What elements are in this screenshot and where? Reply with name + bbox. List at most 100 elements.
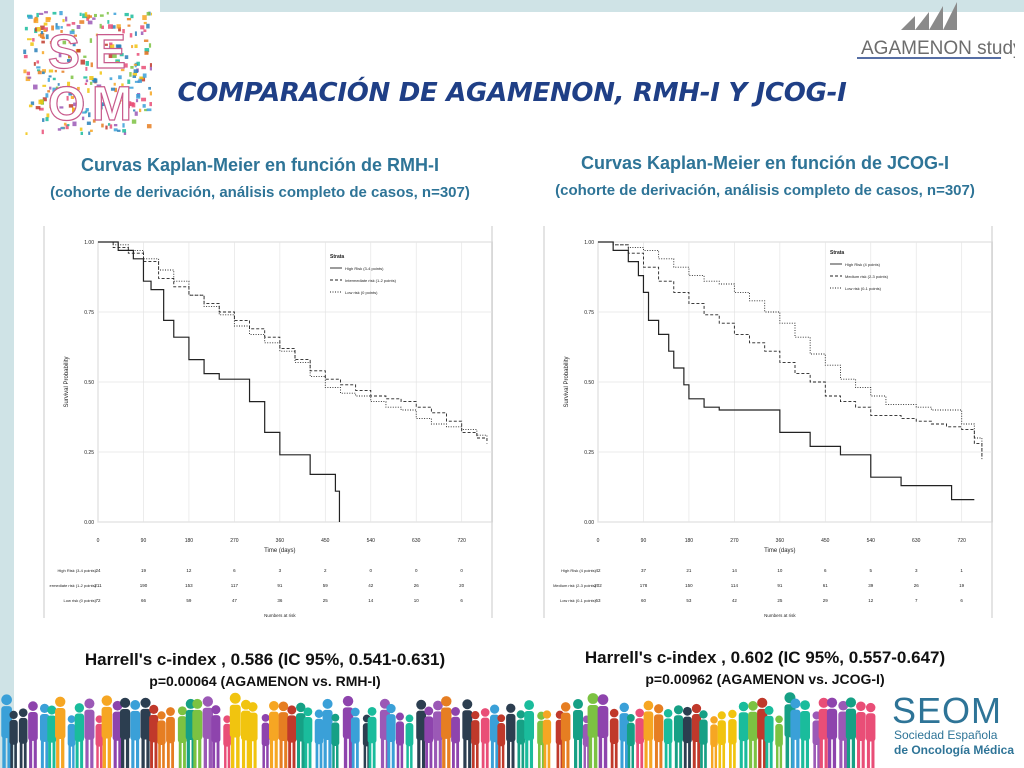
- confetti-dot: [38, 34, 42, 37]
- person-body: [367, 716, 377, 744]
- person-body: [838, 711, 849, 741]
- right-footnote-cindex: Harrell's c-index , 0.602 (IC 95%, 0.557…: [584, 648, 946, 667]
- person-head: [322, 698, 333, 709]
- confetti-dot: [59, 106, 64, 109]
- risk-table-value: 91: [277, 583, 283, 588]
- person-leg: [421, 738, 426, 768]
- person-head: [433, 700, 443, 711]
- y-tick-label: 0.00: [84, 520, 94, 526]
- person-leg: [266, 744, 269, 768]
- x-tick-label: 0: [97, 538, 100, 544]
- confetti-dot: [41, 71, 45, 75]
- person-leg: [625, 739, 629, 768]
- confetti-dot: [49, 104, 54, 109]
- seom-logo-letter-o: O: [48, 78, 85, 131]
- person-leg: [208, 736, 212, 768]
- confetti-dot: [55, 60, 59, 64]
- person-leg: [507, 739, 511, 768]
- person-leg: [620, 739, 624, 768]
- person-body: [490, 714, 500, 743]
- person-leg: [332, 744, 335, 768]
- person-leg: [429, 741, 433, 768]
- confetti-dot: [141, 65, 146, 70]
- person-leg: [587, 745, 590, 768]
- confetti-dot: [134, 111, 138, 116]
- person-body: [386, 714, 396, 743]
- risk-table-value: 3: [915, 568, 918, 573]
- confetti-dot: [44, 11, 48, 14]
- confetti-dot: [42, 69, 47, 73]
- risk-table-value: 21: [686, 568, 692, 573]
- person-body: [177, 716, 187, 743]
- confetti-dot: [109, 44, 115, 49]
- confetti-dot: [131, 119, 137, 124]
- x-axis-label: Time (days): [264, 548, 295, 554]
- confetti-dot: [113, 12, 117, 16]
- confetti-dot: [76, 48, 81, 53]
- confetti-dot: [72, 121, 77, 127]
- person-body: [654, 714, 664, 743]
- confetti-dot: [124, 100, 127, 105]
- confetti-dot: [136, 93, 141, 99]
- confetti-dot: [113, 82, 116, 86]
- person-body: [331, 722, 340, 746]
- person-leg: [498, 744, 501, 768]
- person-leg: [683, 741, 687, 768]
- x-tick-label: 450: [821, 538, 830, 544]
- person-leg: [610, 742, 614, 768]
- person-body: [296, 713, 306, 742]
- person-leg: [668, 742, 672, 768]
- risk-table-row-label: High Risk (4 points): [561, 568, 597, 573]
- confetti-dot: [99, 23, 102, 29]
- risk-table-value: 59: [323, 583, 329, 588]
- person-body: [643, 711, 654, 741]
- person-leg: [463, 738, 467, 768]
- confetti-dot: [113, 65, 118, 69]
- km-curve-solid: [98, 241, 341, 522]
- person-leg: [769, 741, 773, 768]
- confetti-dot: [122, 29, 125, 34]
- person-head: [838, 700, 849, 711]
- confetti-dot: [85, 108, 89, 112]
- confetti-dot: [99, 14, 104, 17]
- person-head: [157, 711, 166, 720]
- confetti-dot: [89, 38, 93, 43]
- confetti-dot: [123, 131, 127, 135]
- person-leg: [846, 737, 851, 768]
- confetti-dot: [39, 107, 44, 111]
- confetti-dot: [129, 102, 134, 106]
- confetti-dot: [40, 25, 45, 30]
- person-leg: [714, 745, 718, 768]
- confetti-dot: [80, 59, 85, 65]
- risk-table-value: 53: [686, 598, 692, 603]
- person-body: [211, 715, 221, 743]
- y-tick-label: 0.75: [84, 310, 94, 316]
- confetti-dot: [47, 77, 50, 82]
- confetti-dot: [130, 65, 134, 69]
- person-leg: [406, 744, 409, 768]
- confetti-dot: [142, 73, 147, 78]
- confetti-dot: [23, 54, 28, 59]
- risk-table-value: 26: [914, 583, 920, 588]
- person-leg: [80, 739, 84, 768]
- confetti-dot: [109, 77, 113, 81]
- confetti-dot: [41, 40, 45, 44]
- confetti-dot: [126, 17, 132, 21]
- y-tick-label: 0.25: [584, 450, 594, 456]
- km-curve-dashed: [598, 241, 983, 458]
- person-leg: [664, 742, 668, 768]
- person-head: [166, 707, 175, 716]
- person-leg: [659, 740, 663, 768]
- risk-table-row-label: Medium risk (2-3 points): [553, 583, 597, 588]
- person-leg: [166, 741, 170, 768]
- risk-table-value: 1: [960, 568, 963, 573]
- confetti-dot: [71, 22, 76, 25]
- person-leg: [722, 743, 726, 768]
- person-head: [149, 704, 159, 714]
- person-leg: [827, 737, 832, 768]
- person-body: [748, 711, 758, 741]
- person-leg: [603, 735, 608, 768]
- y-tick-label: 1.00: [584, 240, 594, 246]
- risk-table-row-label: ermediate risk (1-2 points): [50, 583, 97, 588]
- person-leg: [468, 738, 472, 768]
